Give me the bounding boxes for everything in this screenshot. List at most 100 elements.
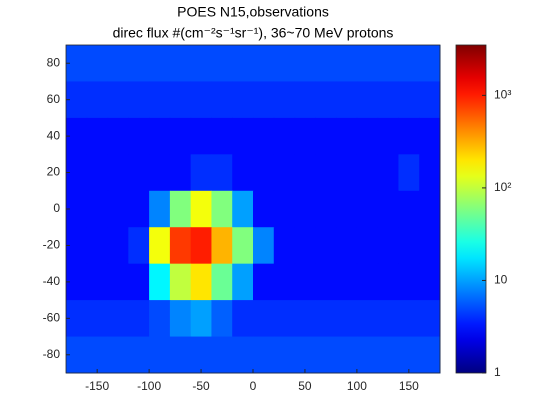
heat-cell bbox=[232, 190, 254, 228]
heat-cell bbox=[86, 45, 109, 82]
heat-cell bbox=[149, 154, 171, 192]
heat-cell bbox=[273, 117, 296, 155]
heat-cell bbox=[377, 300, 399, 338]
heat-cell bbox=[107, 117, 129, 155]
heat-cell bbox=[356, 45, 379, 82]
heat-cell bbox=[336, 154, 358, 192]
heat-cell bbox=[149, 336, 171, 374]
heat-cell bbox=[356, 117, 379, 155]
heat-cell bbox=[377, 190, 399, 228]
x-tick-label: 100 bbox=[347, 379, 367, 393]
heat-cell bbox=[211, 45, 233, 82]
heat-cell bbox=[253, 45, 275, 82]
heat-cell bbox=[149, 81, 171, 119]
y-tick-label: 80 bbox=[47, 55, 61, 69]
heat-cell bbox=[253, 300, 275, 338]
heat-cell bbox=[232, 154, 254, 192]
heat-cell bbox=[315, 190, 337, 228]
heat-cell bbox=[398, 45, 420, 82]
heat-cell bbox=[398, 117, 420, 155]
heat-cell bbox=[128, 336, 150, 374]
heat-cell bbox=[190, 336, 212, 374]
heat-cell bbox=[232, 263, 254, 301]
heat-cell bbox=[190, 81, 212, 119]
heat-cell bbox=[419, 263, 441, 301]
heat-cell bbox=[128, 227, 150, 265]
heat-cell bbox=[273, 190, 296, 228]
heat-cell bbox=[66, 45, 88, 82]
y-tick-label: 40 bbox=[47, 128, 61, 142]
heat-cell bbox=[315, 227, 337, 265]
heat-cell bbox=[169, 45, 192, 82]
heat-cell bbox=[294, 154, 316, 192]
heat-cell bbox=[149, 190, 171, 228]
heat-cell bbox=[128, 263, 150, 301]
x-tick-label: -50 bbox=[192, 379, 210, 393]
heat-cell bbox=[107, 263, 129, 301]
heat-cell bbox=[128, 117, 150, 155]
heat-cell bbox=[211, 117, 233, 155]
heat-cell bbox=[66, 190, 88, 228]
heat-cell bbox=[294, 336, 316, 374]
heat-cell bbox=[190, 227, 212, 265]
heat-cell bbox=[190, 45, 212, 82]
heat-cell bbox=[211, 300, 233, 338]
heat-cell bbox=[107, 227, 129, 265]
heat-cell bbox=[336, 227, 358, 265]
heat-cell bbox=[377, 263, 399, 301]
heat-cell bbox=[315, 81, 337, 119]
heat-cell bbox=[398, 263, 420, 301]
heat-cell bbox=[356, 300, 379, 338]
heat-cell bbox=[398, 190, 420, 228]
heat-cell bbox=[398, 336, 420, 374]
heat-cell bbox=[253, 154, 275, 192]
x-tick-label: 0 bbox=[250, 379, 257, 393]
heat-cell bbox=[169, 81, 192, 119]
heat-cell bbox=[107, 154, 129, 192]
colorbar-tick-label: 1 bbox=[494, 365, 501, 379]
heat-cell bbox=[66, 263, 88, 301]
colorbar-tick-label: 10 bbox=[494, 273, 508, 287]
heat-cell bbox=[211, 154, 233, 192]
chart-title: POES N15,observations bbox=[177, 4, 329, 20]
heat-cell bbox=[169, 263, 192, 301]
heat-cell bbox=[273, 154, 296, 192]
y-tick-label: 60 bbox=[47, 92, 61, 106]
heat-cell bbox=[253, 81, 275, 119]
heat-cell bbox=[232, 336, 254, 374]
heat-cell bbox=[86, 336, 109, 374]
heat-cell bbox=[398, 81, 420, 119]
heat-cell bbox=[336, 263, 358, 301]
heat-cell bbox=[149, 45, 171, 82]
heat-cell bbox=[149, 300, 171, 338]
heat-cell bbox=[253, 190, 275, 228]
heat-cell bbox=[336, 117, 358, 155]
heat-cell bbox=[211, 336, 233, 374]
heat-cell bbox=[377, 81, 399, 119]
heat-cell bbox=[315, 300, 337, 338]
heat-cell bbox=[169, 227, 192, 265]
x-tick-label: 150 bbox=[399, 379, 419, 393]
heat-cell bbox=[419, 190, 441, 228]
heat-cell bbox=[377, 227, 399, 265]
heat-cell bbox=[356, 336, 379, 374]
heat-cell bbox=[336, 190, 358, 228]
colorbar bbox=[455, 44, 487, 374]
heat-cell bbox=[398, 300, 420, 338]
heat-cell bbox=[273, 45, 296, 82]
heat-cell bbox=[128, 81, 150, 119]
x-tick-label: -150 bbox=[85, 379, 109, 393]
y-tick-label: 20 bbox=[47, 165, 61, 179]
heat-cell bbox=[273, 336, 296, 374]
heat-cell bbox=[356, 190, 379, 228]
heat-cell bbox=[86, 117, 109, 155]
heat-cell bbox=[419, 227, 441, 265]
heat-cell bbox=[169, 336, 192, 374]
heat-cell bbox=[419, 81, 441, 119]
heat-cell bbox=[356, 154, 379, 192]
heat-cell bbox=[294, 263, 316, 301]
heat-cell bbox=[232, 117, 254, 155]
heat-cell bbox=[315, 263, 337, 301]
x-tick-label: 50 bbox=[298, 379, 312, 393]
